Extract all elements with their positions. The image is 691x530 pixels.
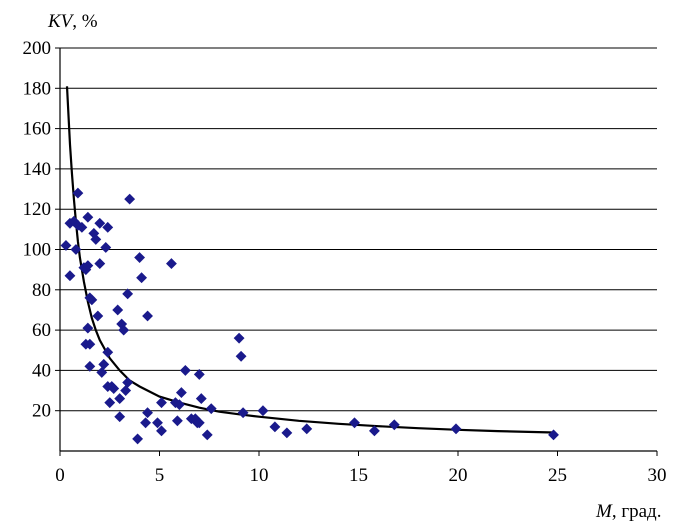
data-point (136, 272, 148, 284)
data-point (112, 304, 124, 316)
data-point (120, 385, 132, 396)
data-point (450, 423, 462, 435)
data-point (94, 258, 106, 270)
data-point (548, 429, 559, 441)
data-point (92, 310, 104, 322)
data-point (82, 211, 94, 223)
x-tick-label: 5 (155, 465, 165, 486)
data-point (122, 377, 134, 388)
x-axis-title: M, град. (595, 501, 661, 522)
x-tick-label: 10 (250, 465, 269, 486)
data-point (84, 338, 96, 350)
data-point (301, 423, 313, 435)
x-tick-label: 15 (349, 465, 368, 486)
data-point (173, 399, 185, 411)
data-point (269, 421, 281, 433)
x-axis-unit: , град. (612, 501, 662, 522)
data-point (257, 405, 269, 417)
data-point (134, 252, 146, 263)
y-tick-label: 100 (23, 240, 52, 261)
x-tick-label: 25 (548, 465, 567, 486)
y-axis-var: KV (47, 11, 75, 32)
data-point (368, 425, 380, 437)
data-point (114, 411, 126, 423)
data-point (281, 427, 293, 439)
axes (55, 47, 658, 456)
x-tick-label: 20 (449, 465, 468, 486)
data-point (166, 258, 177, 270)
data-point (94, 217, 106, 229)
data-point (233, 332, 245, 344)
data-point (132, 433, 144, 445)
data-point (104, 397, 116, 409)
data-point (96, 366, 108, 378)
data-point (156, 425, 167, 437)
y-axis-title: KV, % (47, 11, 98, 32)
data-point (86, 294, 98, 306)
data-point (235, 350, 247, 362)
data-point (64, 270, 76, 282)
data-point (72, 187, 84, 199)
data-point (102, 346, 114, 358)
data-point (82, 260, 94, 272)
data-point (114, 393, 126, 405)
data-point (60, 240, 72, 251)
x-tick-label: 0 (55, 465, 65, 486)
y-tick-label: 60 (32, 320, 51, 341)
data-point (76, 221, 88, 233)
data-points (60, 187, 559, 445)
y-tick-label: 40 (32, 360, 51, 381)
data-point (122, 288, 134, 300)
data-point (118, 324, 130, 336)
data-point (84, 360, 96, 372)
data-point (70, 244, 82, 255)
y-axis-unit: , % (72, 11, 98, 32)
x-axis-var: M (595, 501, 613, 522)
y-tick-label: 20 (32, 401, 51, 422)
data-point (90, 234, 102, 245)
data-point (156, 397, 167, 409)
data-point (140, 417, 151, 429)
data-point (205, 403, 217, 415)
y-tick-label: 160 (23, 119, 52, 140)
gridlines (60, 47, 657, 412)
data-point (108, 383, 120, 394)
data-point (142, 407, 153, 419)
y-tick-label: 80 (32, 280, 51, 301)
y-tick-label: 120 (23, 199, 52, 220)
data-point (82, 322, 94, 334)
tick-labels: 20 40 60 80 100 120 140 160 180 200 0 5 10 15 20 25 30 (23, 38, 667, 486)
x-tick-label: 30 (648, 465, 667, 486)
data-point (201, 429, 213, 441)
data-point (193, 417, 205, 429)
data-point (124, 193, 136, 205)
data-point (142, 310, 153, 322)
data-point (193, 369, 205, 380)
data-point (171, 415, 183, 427)
data-point (175, 387, 187, 398)
data-point (349, 417, 360, 429)
data-point (179, 364, 191, 376)
data-point (102, 221, 114, 233)
y-tick-label: 200 (23, 38, 52, 59)
data-point (100, 242, 112, 253)
y-tick-label: 140 (23, 159, 52, 180)
data-point (195, 393, 207, 405)
data-point (152, 417, 163, 429)
data-point (388, 419, 400, 431)
y-tick-label: 180 (23, 78, 52, 99)
data-point (237, 407, 249, 419)
data-point (98, 358, 110, 370)
